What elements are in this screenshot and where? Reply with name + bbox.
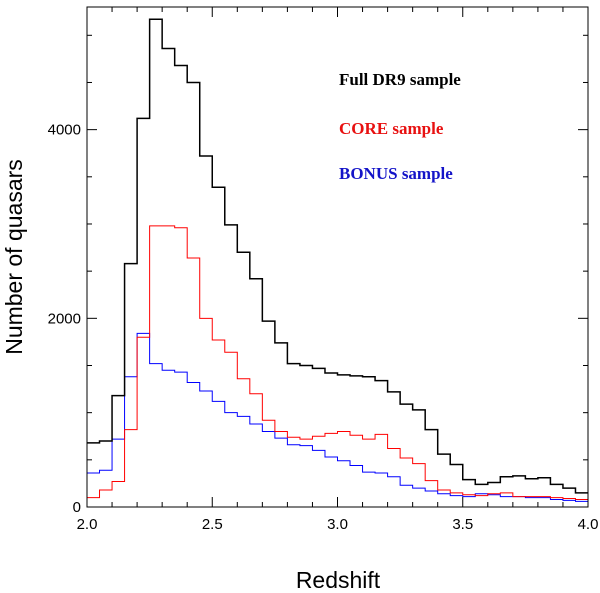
series-bonus-sample <box>87 332 588 502</box>
series-full-dr9-sample <box>87 18 588 494</box>
x-axis-title: Redshift <box>296 567 381 593</box>
y-tick-label: 4000 <box>48 122 81 139</box>
y-tick-label: 0 <box>73 499 81 516</box>
legend-full-dr9: Full DR9 sample <box>339 70 461 89</box>
tick-labels: 2.0 2.5 3.0 3.5 4.0 0 2000 4000 <box>48 122 599 533</box>
plot-frame <box>86 6 589 508</box>
x-tick-label: 2.5 <box>202 516 223 533</box>
series-layer <box>87 18 588 502</box>
y-axis-title: Number of quasars <box>1 159 27 355</box>
y-tick-label: 2000 <box>48 310 81 327</box>
x-tick-label: 4.0 <box>578 516 599 533</box>
x-tick-label: 2.0 <box>77 516 98 533</box>
legend-core: CORE sample <box>339 119 444 138</box>
x-tick-label: 3.5 <box>452 516 473 533</box>
series-core-sample <box>87 225 588 500</box>
legend: Full DR9 sample CORE sample BONUS sample <box>339 70 461 183</box>
legend-bonus: BONUS sample <box>339 164 453 183</box>
x-tick-label: 3.0 <box>327 516 348 533</box>
